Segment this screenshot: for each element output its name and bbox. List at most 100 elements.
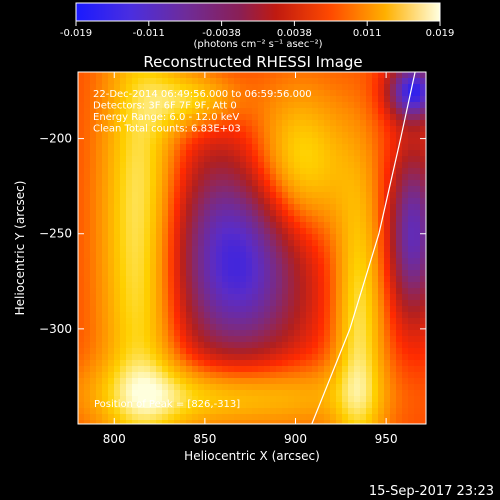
heatmap-cell [174, 366, 180, 372]
heatmap-cell [204, 168, 210, 174]
heatmap-cell [270, 246, 276, 252]
heatmap-cell [114, 402, 120, 408]
heatmap-cell [138, 234, 144, 240]
heatmap-cell [216, 408, 222, 414]
heatmap-cell [138, 132, 144, 138]
x-axis: 800 850 900 950 [103, 72, 398, 446]
heatmap-cell [198, 150, 204, 156]
heatmap-cell [204, 114, 210, 120]
heatmap-cell [240, 90, 246, 96]
heatmap-cell [240, 348, 246, 354]
heatmap-cell [126, 132, 132, 138]
heatmap-cell [336, 408, 342, 414]
heatmap-cell [366, 204, 372, 210]
heatmap-cell [288, 90, 294, 96]
heatmap-cell [396, 300, 402, 306]
heatmap-cell [156, 216, 162, 222]
heatmap-cell [114, 204, 120, 210]
heatmap-cell [384, 414, 390, 420]
heatmap-cell [258, 378, 264, 384]
heatmap-cell [360, 288, 366, 294]
heatmap-cell [348, 348, 354, 354]
heatmap-cell [234, 174, 240, 180]
heatmap-cell [216, 318, 222, 324]
heatmap-cell [318, 90, 324, 96]
heatmap-cell [240, 414, 246, 420]
heatmap-cell [162, 252, 168, 258]
heatmap-cell [366, 240, 372, 246]
heatmap-cell [120, 396, 126, 402]
heatmap-cell [174, 402, 180, 408]
heatmap-cell [252, 408, 258, 414]
heatmap-cell [240, 258, 246, 264]
heatmap-cell [288, 96, 294, 102]
heatmap-cell [258, 72, 264, 78]
heatmap-cell [246, 234, 252, 240]
heatmap-cell [102, 300, 108, 306]
heatmap-cell [156, 390, 162, 396]
heatmap-cell [264, 414, 270, 420]
heatmap-cell [90, 198, 96, 204]
heatmap-cell [396, 156, 402, 162]
heatmap-cell [264, 342, 270, 348]
heatmap-cell [228, 108, 234, 114]
heatmap-cell [342, 396, 348, 402]
heatmap-cell [144, 306, 150, 312]
heatmap-cell [144, 336, 150, 342]
heatmap-cell [90, 210, 96, 216]
heatmap-cell [378, 180, 384, 186]
heatmap-cell [312, 360, 318, 366]
heatmap-cell [390, 234, 396, 240]
heatmap-cell [264, 108, 270, 114]
heatmap-cell [90, 102, 96, 108]
heatmap-cell [378, 192, 384, 198]
heatmap-cell [246, 84, 252, 90]
heatmap-cell [180, 216, 186, 222]
heatmap-cell [258, 90, 264, 96]
heatmap-cell [402, 336, 408, 342]
heatmap-cell [342, 402, 348, 408]
heatmap-cell [138, 306, 144, 312]
heatmap-cell [402, 186, 408, 192]
heatmap-cell [120, 264, 126, 270]
heatmap-cell [402, 408, 408, 414]
heatmap-cell [372, 282, 378, 288]
heatmap-cell [96, 186, 102, 192]
heatmap-cell [156, 306, 162, 312]
heatmap-cell [312, 252, 318, 258]
heatmap-cell [102, 264, 108, 270]
annotation-line: 22-Dec-2014 06:49:56.000 to 06:59:56.000 [93, 89, 312, 100]
heatmap-cell [126, 162, 132, 168]
heatmap-cell [216, 222, 222, 228]
heatmap-cell [414, 306, 420, 312]
heatmap-cell [384, 126, 390, 132]
heatmap-cell [246, 96, 252, 102]
heatmap-cell [384, 192, 390, 198]
heatmap-cell [204, 312, 210, 318]
solar-limb-curve [311, 72, 416, 424]
heatmap-cell [372, 372, 378, 378]
heatmap-cell [96, 420, 102, 424]
heatmap-cell [294, 102, 300, 108]
heatmap-cell [390, 114, 396, 120]
heatmap-cell [240, 384, 246, 390]
heatmap-cell [300, 324, 306, 330]
heatmap-cell [192, 348, 198, 354]
heatmap-cell [282, 228, 288, 234]
heatmap-cell [144, 258, 150, 264]
heatmap-cell [420, 102, 426, 108]
heatmap-cell [90, 408, 96, 414]
heatmap-cell [360, 174, 366, 180]
heatmap-cell [150, 162, 156, 168]
heatmap-cell [234, 312, 240, 318]
heatmap-cell [252, 186, 258, 192]
heatmap-cell [126, 318, 132, 324]
heatmap-cell [372, 78, 378, 84]
heatmap-cell [324, 132, 330, 138]
heatmap-cell [240, 222, 246, 228]
heatmap-cell [180, 192, 186, 198]
heatmap-cell [78, 264, 84, 270]
heatmap-cell [294, 138, 300, 144]
heatmap-cell [204, 366, 210, 372]
heatmap-cell [354, 384, 360, 390]
